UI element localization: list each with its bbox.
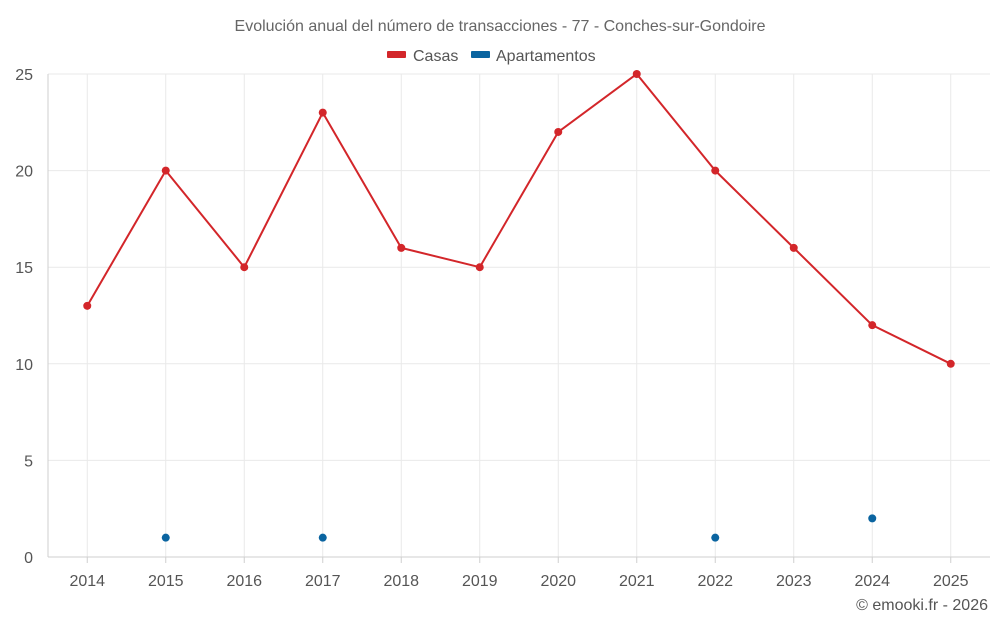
data-point-casas-2017[interactable] — [318, 108, 327, 117]
x-tick-label: 2021 — [619, 573, 655, 590]
data-point-casas-2023[interactable] — [789, 243, 798, 252]
chart-title: Evolución anual del número de transaccio… — [235, 18, 766, 35]
x-tick-label: 2018 — [383, 573, 419, 590]
x-tick-label: 2023 — [776, 573, 812, 590]
data-point-casas-2016[interactable] — [240, 263, 249, 272]
x-tick-label: 2015 — [148, 573, 184, 590]
data-point-apartamentos-2015[interactable] — [161, 533, 170, 542]
data-point-casas-2015[interactable] — [161, 166, 170, 175]
legend-swatch-casas[interactable] — [387, 51, 406, 58]
legend: Casas Apartamentos — [387, 48, 596, 65]
x-tick-label: 2019 — [462, 573, 498, 590]
series-line-casas — [86, 73, 952, 365]
data-point-casas-2019[interactable] — [475, 263, 484, 272]
x-axis: 2014 2015 2016 2017 2018 2019 2020 2021 2022 2023… — [48, 556, 990, 590]
credit-text: © emooki.fr - 2026 — [856, 597, 988, 614]
legend-swatch-apartamentos[interactable] — [471, 51, 490, 58]
data-point-casas-2014[interactable] — [83, 301, 92, 310]
data-point-casas-2022[interactable] — [711, 166, 720, 175]
y-tick-label: 5 — [24, 453, 33, 470]
y-tick-label: 15 — [15, 260, 33, 277]
x-tick-label: 2014 — [69, 573, 105, 590]
y-tick-label: 20 — [15, 164, 33, 181]
grid — [48, 73, 990, 557]
x-tick-label: 2025 — [933, 573, 969, 590]
data-point-apartamentos-2022[interactable] — [711, 533, 720, 542]
x-tick-label: 2020 — [540, 573, 576, 590]
legend-label-apartamentos[interactable]: Apartamentos — [496, 48, 596, 65]
data-point-casas-2020[interactable] — [554, 127, 563, 136]
x-tick-label: 2022 — [697, 573, 733, 590]
y-tick-label: 0 — [24, 550, 33, 567]
data-point-apartamentos-2017[interactable] — [318, 533, 327, 542]
data-point-apartamentos-2024[interactable] — [868, 514, 877, 523]
x-tick-label: 2016 — [226, 573, 262, 590]
y-axis: 0 5 10 15 20 25 — [15, 67, 49, 567]
legend-label-casas[interactable]: Casas — [413, 48, 458, 65]
data-point-casas-2018[interactable] — [397, 243, 406, 252]
x-tick-label: 2017 — [305, 573, 341, 590]
data-point-casas-2025[interactable] — [946, 359, 955, 368]
data-point-casas-2021[interactable] — [632, 70, 641, 78]
y-tick-label: 10 — [15, 357, 33, 374]
data-point-casas-2024[interactable] — [868, 321, 877, 330]
y-tick-label: 25 — [15, 67, 33, 84]
x-tick-label: 2024 — [854, 573, 890, 590]
series-layer — [83, 70, 955, 542]
